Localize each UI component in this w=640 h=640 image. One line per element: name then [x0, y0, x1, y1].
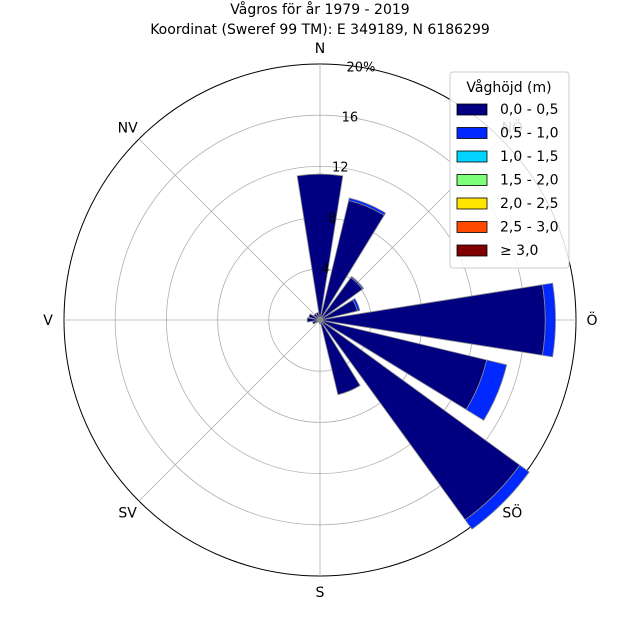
direction-label: V	[43, 313, 53, 329]
legend-entries: 0,0 - 0,5 0,5 - 1,0 1,0 - 1,5 1,5 - 2,0 2,0 …	[456, 102, 558, 259]
rose-bar-segment	[352, 298, 361, 312]
legend-swatch	[456, 150, 488, 163]
legend-entry-label: ≥ 3,0	[500, 243, 538, 259]
direction-label: SÖ	[502, 503, 522, 521]
chart-title: Vågros för år 1979 - 2019	[230, 1, 409, 18]
direction-label: SV	[118, 505, 137, 521]
grid-spoke	[138, 319, 321, 502]
rose-bar-segment	[315, 312, 321, 321]
radial-tick-label: 20%	[346, 60, 375, 75]
grid-spoke	[138, 138, 321, 321]
radial-tick-label: 4	[321, 262, 329, 277]
legend-entry-label: 2,5 - 3,0	[500, 220, 558, 236]
legend-swatch	[456, 174, 488, 186]
rose-bar-segment	[348, 197, 387, 216]
rose-bar-segment	[464, 464, 530, 530]
rose-bar-segment	[319, 319, 361, 396]
legend-entry-label: 1,0 - 1,5	[500, 149, 558, 165]
radial-tick-labels: 4 8 12 16 20%	[321, 60, 375, 277]
radial-tick-label: 8	[328, 211, 336, 226]
legend-swatch	[456, 197, 488, 210]
rose-bar-segment	[313, 313, 321, 321]
rose-bar-segment	[350, 275, 365, 290]
direction-label: N	[315, 41, 325, 57]
rose-bar-segment	[306, 317, 321, 323]
rose-bar-segment	[296, 173, 344, 321]
legend-swatch	[456, 127, 488, 139]
legend-swatch	[456, 244, 488, 257]
legend-entry-label: 0,0 - 0,5	[500, 102, 558, 118]
direction-label: S	[316, 585, 325, 601]
rose-bar-segment	[542, 282, 556, 358]
radial-tick-label: 12	[332, 161, 349, 176]
rose-bar-segment	[465, 359, 508, 421]
direction-label: NV	[118, 121, 138, 137]
legend-swatch	[456, 221, 488, 233]
rose-bars	[296, 173, 556, 530]
rose-bar-segment	[312, 319, 321, 325]
legend-entry-label: 2,0 - 2,5	[500, 196, 558, 212]
legend-swatch	[456, 103, 488, 116]
legend: Våghöjd (m) 0,0 - 0,5 0,5 - 1,0 1,0 - 1,5 1…	[449, 71, 570, 269]
legend-entry-label: 1,5 - 2,0	[500, 173, 558, 189]
direction-label: Ö	[586, 311, 597, 329]
legend-title: Våghöjd (m)	[466, 79, 551, 96]
radial-tick-label: 16	[342, 110, 359, 125]
chart-subtitle: Koordinat (Sweref 99 TM): E 349189, N 61…	[150, 22, 490, 38]
rose-bar-segment	[308, 313, 321, 321]
legend-box	[449, 71, 570, 269]
legend-entry-label: 0,5 - 1,0	[500, 126, 558, 142]
